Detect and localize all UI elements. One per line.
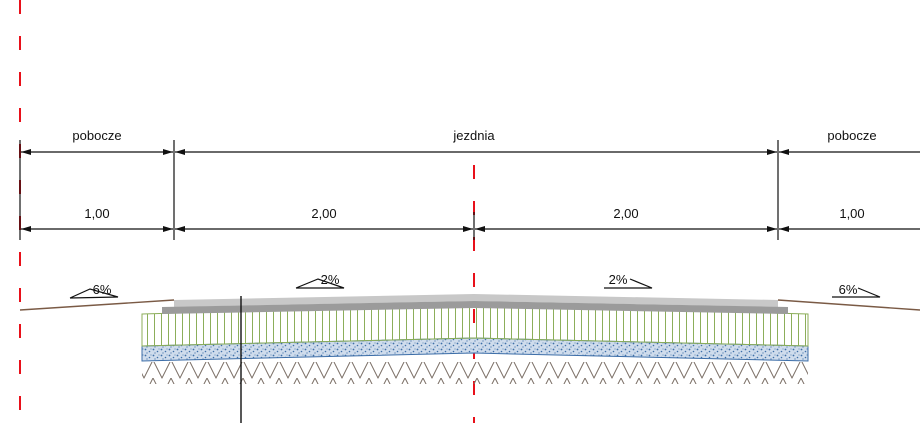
ground-line-right [777, 299, 920, 311]
slope-right-lane: 2% [604, 272, 653, 289]
label-right-shoulder: pobocze [827, 128, 876, 143]
ground-line-left [19, 299, 175, 311]
label-roadway: jezdnia [452, 128, 495, 143]
slope-left-lane-value: 2% [321, 272, 340, 287]
slope-left-lane: 2% [295, 272, 345, 289]
dim-right-lane-value: 2,00 [613, 206, 638, 221]
asphalt-surface-top [174, 294, 778, 307]
slope-right-lane-value: 2% [609, 272, 628, 287]
dim-right-shoulder-value: 1,00 [839, 206, 864, 221]
label-left-shoulder: pobocze [72, 128, 121, 143]
dim-left-lane-value: 2,00 [311, 206, 336, 221]
slope-right-shoulder-value: 6% [839, 282, 858, 297]
slope-right-shoulder: 6% [832, 282, 881, 298]
subgrade-soil [142, 362, 808, 384]
asphalt-surface-bottom [162, 301, 788, 314]
dim-left-shoulder-value: 1,00 [84, 206, 109, 221]
slope-left-shoulder-value: 6% [93, 282, 112, 297]
slope-left-shoulder: 6% [69, 282, 119, 299]
